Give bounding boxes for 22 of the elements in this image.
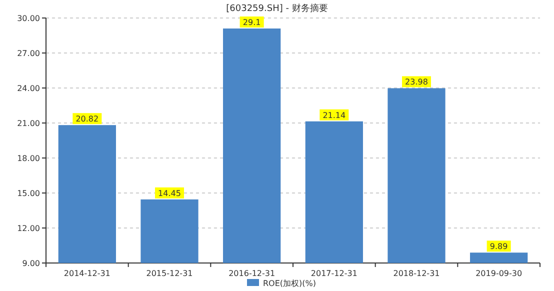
x-tick-label: 2018-12-31 (393, 269, 440, 278)
data-label: 20.82 (76, 114, 99, 124)
legend-label: ROE(加权)(%) (263, 279, 316, 288)
x-tick-label: 2016-12-31 (228, 269, 276, 278)
data-label: 14.45 (158, 188, 181, 198)
x-tick-label: 2014-12-31 (64, 269, 110, 278)
y-tick-label: 18.00 (17, 154, 40, 163)
chart-title: [603259.SH] - 财务摘要 (226, 3, 328, 14)
y-tick-label: 27.00 (17, 49, 40, 58)
data-label: 9.89 (490, 242, 508, 252)
y-tick-label: 15.00 (17, 189, 40, 198)
y-tick-label: 9.00 (22, 259, 40, 268)
y-tick-label: 21.00 (17, 119, 40, 128)
x-tick-label: 2017-12-31 (310, 269, 358, 278)
data-label: 23.98 (405, 78, 428, 87)
x-tick-label: 2019-09-30 (476, 269, 522, 278)
y-tick-label: 24.00 (17, 84, 40, 93)
y-tick-label: 30.00 (17, 14, 40, 23)
data-label: 21.14 (322, 110, 346, 120)
data-label: 29.1 (242, 18, 261, 27)
y-tick-label: 12.00 (17, 224, 40, 233)
x-tick-label: 2015-12-31 (146, 269, 193, 278)
